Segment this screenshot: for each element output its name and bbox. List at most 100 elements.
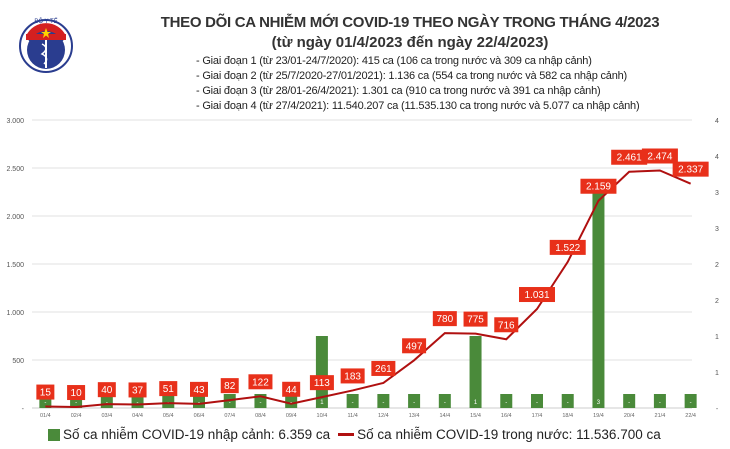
bar [531, 394, 543, 408]
bar [561, 394, 574, 408]
line-data-label: 40 [101, 385, 113, 396]
x-tick-label: 15/4 [470, 413, 481, 419]
x-tick-label: 05/4 [163, 413, 174, 419]
line-data-label: 2.337 [678, 165, 703, 176]
x-tick-label: 12/4 [378, 413, 389, 419]
x-tick-label: 02/4 [71, 413, 82, 419]
bar [408, 394, 421, 408]
line-data-label-box [309, 375, 334, 391]
left-axis-tick-label: 2.000 [6, 214, 24, 221]
line-data-label-box [97, 382, 116, 398]
line-data-label-box [36, 384, 55, 400]
bar [653, 394, 666, 408]
x-tick-label: 16/4 [501, 413, 512, 419]
ministry-of-health-logo: BỘ Y TẾ [19, 18, 73, 73]
chart-title: THEO DÕI CA NHIỄM MỚI COVID-19 THEO NGÀY… [160, 14, 660, 31]
x-tick-label: 03/4 [101, 413, 112, 419]
line-data-label: 2.474 [647, 151, 672, 162]
bar [254, 394, 267, 408]
line-data-label: 51 [163, 384, 175, 395]
left-axis-tick-label: 3.000 [6, 118, 24, 125]
right-axis-tick-label: 3 [715, 226, 719, 233]
bar-data-label: - [382, 400, 384, 406]
legend-bar-label: Số ca nhiễm COVID-19 nhập cảnh: 6.359 ca [63, 427, 331, 442]
bar-data-label: - [75, 400, 77, 406]
legend-line-label: Số ca nhiễm COVID-19 trong nước: 11.536.… [357, 427, 661, 442]
bar [346, 394, 359, 408]
stage-4-text: - Giai đoạn 4 (từ 27/4/2021): 11.540.207… [196, 100, 640, 112]
line-data-label-box [494, 317, 519, 333]
bar-data-label: - [567, 400, 569, 406]
x-tick-label: 10/4 [317, 413, 328, 419]
line-data-label: 43 [193, 385, 205, 396]
x-tick-label: 09/4 [286, 413, 297, 419]
domestic-cases-line [45, 169, 692, 409]
bar-data-label: - [413, 400, 415, 406]
line-data-label-box [282, 381, 301, 397]
bar [469, 336, 482, 408]
line-data-label: 44 [286, 385, 298, 396]
line-data-label-box [128, 382, 147, 398]
stage-1-text: - Giai đoạn 1 (từ 23/01-24/7/2020): 415 … [196, 55, 592, 67]
line-data-label-box [67, 385, 86, 401]
x-tick-label: 20/4 [624, 413, 635, 419]
right-axis-tick-label: 1 [715, 370, 719, 377]
bar [162, 394, 175, 408]
line-data-label-box [402, 338, 427, 354]
x-tick-label: 07/4 [224, 413, 235, 419]
x-tick-label: 21/4 [655, 413, 666, 419]
bar-data-label: - [44, 400, 46, 406]
line-data-label: 113 [314, 378, 330, 389]
right-axis-tick-label: - [716, 406, 719, 413]
line-data-label-box [641, 148, 678, 164]
left-axis-tick-label: 1.000 [6, 310, 24, 317]
bar-data-label: - [659, 400, 661, 406]
legend-line-swatch [338, 433, 355, 436]
right-axis-tick-label: 2 [715, 298, 719, 305]
bar-data-label: 1 [474, 400, 478, 406]
x-tick-label: 06/4 [194, 413, 205, 419]
line-data-label: 82 [224, 381, 236, 392]
line-data-label: 1.522 [555, 243, 580, 254]
bar [592, 192, 605, 408]
line-data-label: 716 [498, 320, 515, 331]
x-tick-label: 13/4 [409, 413, 420, 419]
bar [377, 394, 390, 408]
bar [623, 394, 636, 408]
line-data-label-box [672, 161, 709, 177]
line-data-label-box [190, 381, 208, 397]
line-data-label-box [159, 381, 178, 397]
bar [684, 394, 697, 408]
bar-data-label: - [229, 400, 231, 406]
line-data-label: 261 [375, 364, 392, 375]
legend: Số ca nhiễm COVID-19 nhập cảnh: 6.359 ca… [48, 427, 661, 442]
bar-data-label: - [444, 400, 446, 406]
right-axis-tick-label: 4 [715, 154, 719, 161]
line-data-label: 37 [132, 385, 144, 396]
line-data-label: 775 [467, 315, 484, 326]
x-tick-label: 01/4 [40, 413, 51, 419]
left-axis-tick-label: 2.500 [6, 166, 24, 173]
bar-data-label: - [137, 400, 139, 406]
line-data-label: 1.031 [524, 290, 549, 301]
bar [285, 394, 298, 408]
left-axis-tick-label: 1.500 [6, 262, 24, 269]
bar-data-label: 3 [597, 400, 601, 406]
bar [438, 394, 451, 408]
line-data-label-box [340, 368, 365, 384]
line-data-label: 780 [436, 314, 453, 325]
line-data-label: 10 [71, 388, 83, 399]
bar [500, 394, 513, 408]
line-data-label-box [248, 374, 273, 390]
x-tick-label: 14/4 [439, 413, 450, 419]
line-data-label-box [220, 378, 239, 394]
line-data-label-box [580, 178, 617, 194]
bar-data-label: - [690, 400, 692, 406]
right-axis-tick-label: 4 [715, 118, 719, 125]
bar-data-label: - [628, 400, 630, 406]
x-tick-label: 08/4 [255, 413, 266, 419]
bar-data-label: - [106, 400, 108, 406]
stage-3-text: - Giai đoạn 3 (từ 28/01-26/4/2021): 1.30… [196, 85, 601, 97]
